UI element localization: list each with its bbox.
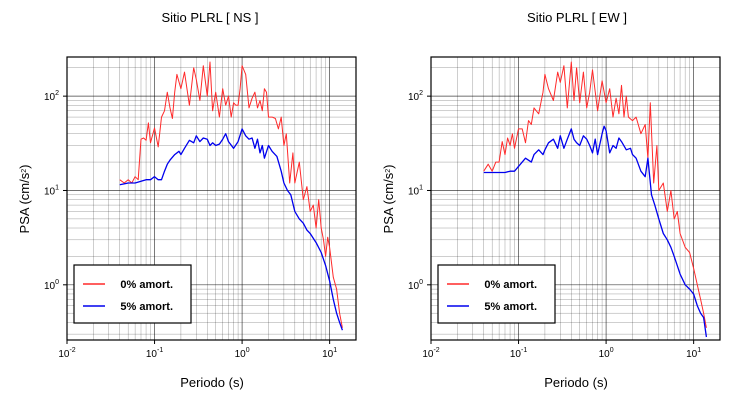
plot-frame [66,56,357,341]
chart-panel-ew: Sitio PLRL [ EW ] 10-2 10-1 100 10110010110… [381,10,721,390]
x-tick-label: 101 [322,347,337,360]
series-line-damping-5 [483,125,708,338]
tick-labels: 10-2 10-1 100 101 100 101 102 [408,90,701,360]
legend-label-damping-5: 5% amort. [120,301,173,313]
x-tick-label: 101 [686,347,701,360]
y-tick-label: 100 [44,279,59,292]
series-line-damping-5 [119,128,344,331]
legend-label-damping-5: 5% amort. [484,301,537,313]
y-axis-label: PSA (cm/s2) [17,165,32,234]
series-group [483,61,708,338]
legend-label-damping-0: 0% amort. [484,279,537,291]
y-tick-label: 101 [408,184,423,197]
y-tick-label: 102 [44,90,59,103]
chart-panel-ns: Sitio PLRL [ NS ] 10-2 10-1 100 10110010110… [17,10,357,390]
legend-box [73,264,192,324]
legend: 0% amort. 5% amort. [73,264,192,324]
legend-label-damping-0: 0% amort. [120,279,173,291]
grid [66,57,357,340]
x-tick-label: 10-1 [510,347,527,360]
series-line-damping-0 [119,61,343,328]
legend-box [437,264,556,324]
series-group [119,61,344,331]
y-tick-label: 102 [408,90,423,103]
tick-labels: 10-2 10-1 100 101 100 101 102 [44,90,337,360]
series-line-damping-0 [483,61,707,328]
y-axis-label: PSA (cm/s2) [381,165,396,234]
x-tick-label: 10-1 [146,347,163,360]
x-axis-label: Periodo (s) [544,375,608,390]
y-tick-label: 100 [408,279,423,292]
chart-title: Sitio PLRL [ EW ] [527,10,627,25]
x-tick-label: 10-2 [58,347,75,360]
y-tick-label: 101 [44,184,59,197]
x-tick-label: 100 [599,347,614,360]
x-tick-label: 100 [235,347,250,360]
legend: 0% amort. 5% amort. [437,264,556,324]
x-tick-label: 10-2 [422,347,439,360]
chart-title: Sitio PLRL [ NS ] [161,10,258,25]
x-axis-label: Periodo (s) [180,375,244,390]
plot-frame [430,56,721,341]
